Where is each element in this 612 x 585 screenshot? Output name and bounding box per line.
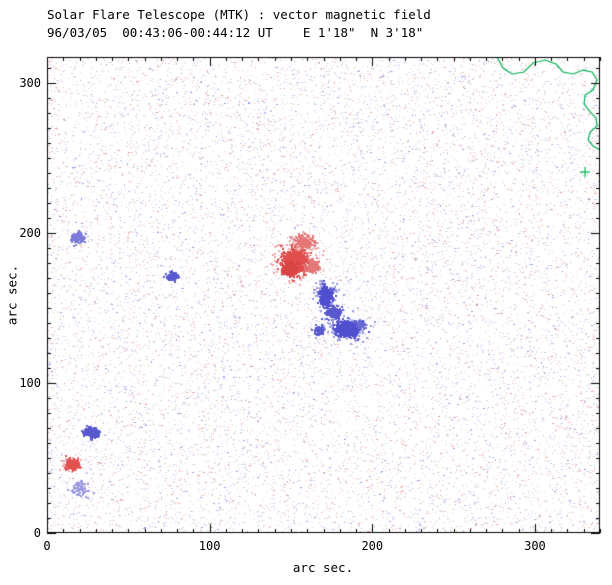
x-axis-label: arc sec. [292,560,354,575]
plot-subtitle: 96/03/05 00:43:06-00:44:12 UT E 1'18" N … [47,25,424,40]
y-tick-label: 300 [19,75,41,90]
y-tick-label: 200 [19,225,41,240]
x-tick-label: 200 [361,539,384,553]
plot-title: Solar Flare Telescope (MTK) : vector mag… [47,7,431,22]
x-tick-label: 300 [524,539,546,553]
y-tick-label: 100 [19,375,41,390]
y-tick-label: 0 [33,526,41,540]
y-axis-label: arc sec. [4,264,20,326]
x-tick-label: 100 [198,539,221,553]
x-tick-label: 0 [43,539,51,553]
